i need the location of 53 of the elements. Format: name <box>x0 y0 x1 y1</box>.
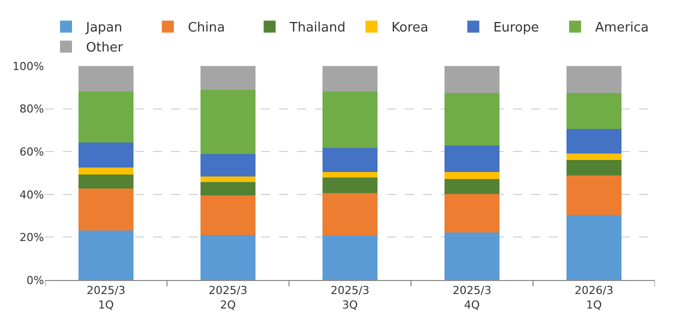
bar <box>444 66 500 93</box>
bar <box>566 160 622 176</box>
legend-label: Thailand <box>288 20 346 36</box>
bar <box>200 66 256 90</box>
y-tick-label: 80% <box>20 102 44 116</box>
bar <box>444 145 500 172</box>
bar <box>444 194 500 233</box>
legend-label: China <box>188 20 225 36</box>
y-tick-label: 20% <box>20 231 44 244</box>
bar <box>200 182 256 196</box>
bar <box>322 92 378 148</box>
bar <box>444 232 500 280</box>
y-tick-label: 100% <box>12 60 44 73</box>
bar <box>78 174 134 189</box>
bar <box>444 172 500 179</box>
bar <box>444 178 500 194</box>
legend-label: Europe <box>493 20 540 36</box>
bar <box>322 192 378 236</box>
bar <box>322 177 378 193</box>
bar <box>200 154 256 176</box>
bar <box>322 172 378 178</box>
bar <box>566 153 622 160</box>
bar <box>78 188 134 230</box>
bar <box>322 66 378 92</box>
y-tick-label: 0% <box>26 274 44 287</box>
bar <box>78 142 134 168</box>
bar <box>566 175 622 215</box>
y-tick-label: 40% <box>20 188 44 202</box>
bar <box>444 92 500 146</box>
bar <box>200 176 256 182</box>
x-tick-label: 2026/3 1Q <box>574 284 614 312</box>
bar <box>78 230 134 280</box>
x-tick-label: 2025/3 2Q <box>208 284 248 312</box>
bar <box>566 214 622 280</box>
bar <box>200 195 256 235</box>
bar <box>566 66 622 93</box>
legend-label: Japan <box>85 20 122 36</box>
x-tick-label: 2025/3 4Q <box>452 284 492 312</box>
x-tick-label: 2025/3 3Q <box>330 284 370 312</box>
bar <box>200 234 256 280</box>
bar <box>566 92 622 130</box>
y-tick-label: 60% <box>20 145 44 158</box>
legend-label: America <box>595 20 649 36</box>
bar <box>78 168 134 174</box>
legend-label: Other <box>86 40 124 56</box>
legend-label: Korea <box>391 20 428 36</box>
bar <box>200 90 256 154</box>
bar <box>322 148 378 172</box>
bar <box>78 92 134 142</box>
bar <box>78 66 134 92</box>
x-tick-label: 2025/3 1Q <box>86 284 126 312</box>
bar <box>566 129 622 154</box>
bar <box>322 235 378 280</box>
